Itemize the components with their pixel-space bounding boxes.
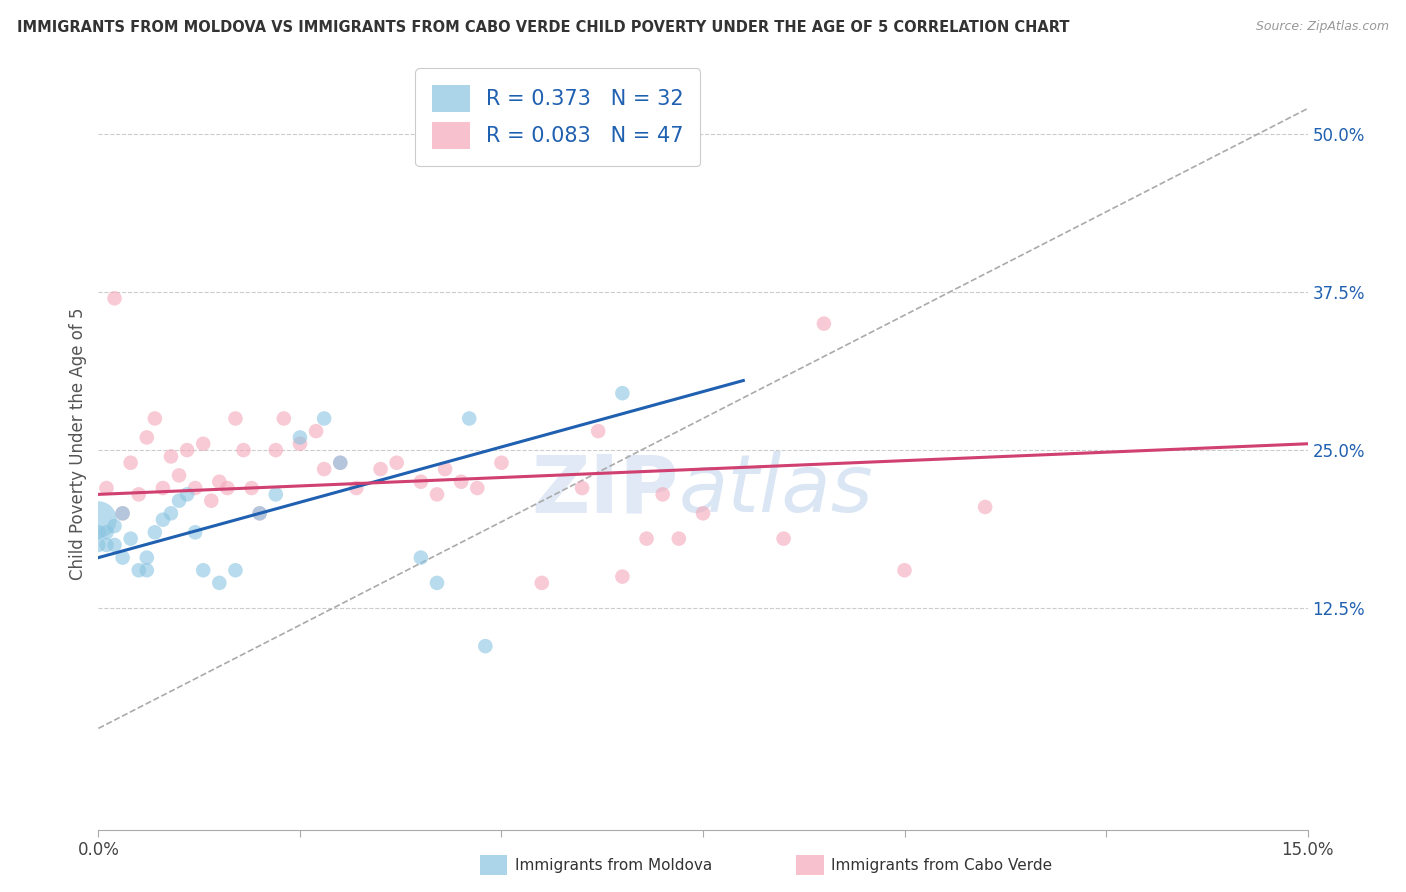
Point <box>103 291 125 305</box>
Point <box>143 411 166 425</box>
Point <box>240 481 263 495</box>
Text: IMMIGRANTS FROM MOLDOVA VS IMMIGRANTS FROM CABO VERDE CHILD POVERTY UNDER THE AG: IMMIGRANTS FROM MOLDOVA VS IMMIGRANTS FR… <box>17 20 1070 35</box>
Point <box>474 639 496 653</box>
Point <box>167 468 190 483</box>
Point <box>692 506 714 520</box>
Point <box>571 481 593 495</box>
Point <box>176 487 198 501</box>
Point <box>87 538 110 552</box>
Point <box>314 411 336 425</box>
Point <box>305 424 328 438</box>
Point <box>288 430 311 444</box>
Point <box>264 443 287 458</box>
Point <box>193 563 215 577</box>
Point <box>87 525 110 540</box>
Point <box>636 532 658 546</box>
Point <box>128 487 150 501</box>
Point <box>249 506 271 520</box>
Point <box>434 462 457 476</box>
Point <box>143 525 166 540</box>
Point <box>612 386 634 401</box>
Point <box>200 493 222 508</box>
Point <box>651 487 673 501</box>
Point <box>385 456 408 470</box>
Text: ZIP: ZIP <box>531 451 679 529</box>
Point <box>612 569 634 583</box>
Point <box>772 532 794 546</box>
FancyBboxPatch shape <box>479 855 508 875</box>
Point <box>111 550 134 565</box>
FancyBboxPatch shape <box>796 855 824 875</box>
Point <box>249 506 271 520</box>
Point <box>128 563 150 577</box>
Point <box>96 481 118 495</box>
Point <box>530 575 553 590</box>
Point <box>273 411 295 425</box>
Point <box>184 481 207 495</box>
Point <box>152 513 174 527</box>
Text: Source: ZipAtlas.com: Source: ZipAtlas.com <box>1256 20 1389 33</box>
Point <box>426 575 449 590</box>
Point <box>208 575 231 590</box>
Legend: R = 0.373   N = 32, R = 0.083   N = 47: R = 0.373 N = 32, R = 0.083 N = 47 <box>415 69 700 166</box>
Point <box>135 563 157 577</box>
Point <box>813 317 835 331</box>
Point <box>450 475 472 489</box>
Point <box>329 456 352 470</box>
Point <box>96 538 118 552</box>
Point <box>458 411 481 425</box>
Point <box>314 462 336 476</box>
Point <box>160 506 183 520</box>
Point <box>344 481 367 495</box>
Point <box>217 481 239 495</box>
Text: atlas: atlas <box>679 451 873 529</box>
Point <box>103 538 125 552</box>
Point <box>264 487 287 501</box>
Point <box>465 481 488 495</box>
Point <box>232 443 254 458</box>
Point <box>668 532 690 546</box>
Point <box>288 436 311 450</box>
Point <box>160 450 183 464</box>
Point <box>224 411 246 425</box>
Point <box>135 550 157 565</box>
Point <box>120 532 142 546</box>
Y-axis label: Child Poverty Under the Age of 5: Child Poverty Under the Age of 5 <box>69 308 87 580</box>
Point <box>167 493 190 508</box>
Point <box>184 525 207 540</box>
Point <box>135 430 157 444</box>
Point <box>193 436 215 450</box>
Point <box>586 424 609 438</box>
Point <box>370 462 392 476</box>
Point <box>409 475 432 489</box>
Point <box>974 500 997 514</box>
Point <box>176 443 198 458</box>
Point <box>111 506 134 520</box>
Point <box>103 519 125 533</box>
Text: Immigrants from Cabo Verde: Immigrants from Cabo Verde <box>831 858 1052 872</box>
Point <box>208 475 231 489</box>
Point <box>893 563 915 577</box>
Text: Immigrants from Moldova: Immigrants from Moldova <box>515 858 711 872</box>
Point <box>152 481 174 495</box>
Point <box>491 456 513 470</box>
Point <box>409 550 432 565</box>
Point <box>224 563 246 577</box>
Point <box>329 456 352 470</box>
Point <box>426 487 449 501</box>
Point <box>96 525 118 540</box>
Point <box>87 513 110 527</box>
Point <box>111 506 134 520</box>
Point <box>120 456 142 470</box>
